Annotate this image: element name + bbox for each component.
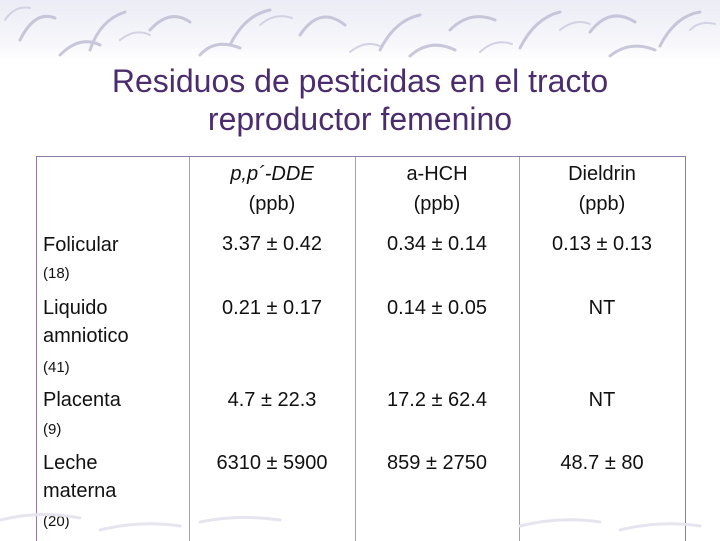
row-label-leche-line2: materna [43, 480, 117, 502]
table-cell: NT [588, 297, 616, 319]
row-count-leche: (20) [43, 513, 70, 530]
title-line-2: reproductor femenino [207, 101, 513, 137]
header-hch: a-HCH (ppb) [355, 159, 519, 219]
title-line-1: Residuos de pesticidas en el tracto [111, 63, 609, 99]
table-cell: 0.13 ± 0.13 [552, 233, 652, 255]
table-cell: 0.21 ± 0.17 [222, 297, 322, 319]
header-dde: p,p´-DDE (ppb) [189, 159, 355, 219]
column-divider [519, 157, 520, 541]
table-cell: 0.14 ± 0.05 [387, 297, 487, 319]
header-dieldrin-name: Dieldrin [568, 163, 636, 185]
header-dde-name: p,p´-DDE [230, 163, 314, 185]
table-cell: 48.7 ± 80 [560, 452, 644, 474]
table-cell: NT [588, 389, 616, 411]
header-hch-unit: (ppb) [413, 193, 461, 215]
table-cell: 859 ± 2750 [387, 452, 487, 474]
row-label-placenta: Placenta [43, 389, 121, 411]
row-label-liquido: Liquido amniotico [43, 294, 129, 350]
table-cell: 3.37 ± 0.42 [222, 233, 322, 255]
decorative-banner [0, 0, 720, 60]
row-count-placenta: (9) [43, 421, 62, 438]
header-dde-unit: (ppb) [248, 193, 296, 215]
row-count-liquido: (41) [43, 359, 70, 376]
header-dieldrin-unit: (ppb) [578, 193, 626, 215]
row-label-folicular: Folicular [43, 234, 119, 256]
column-divider [355, 157, 356, 541]
table-cell: 17.2 ± 62.4 [387, 389, 487, 411]
pesticide-residue-table: p,p´-DDE (ppb) a-HCH (ppb) Dieldrin (ppb… [36, 156, 686, 541]
page-title: Residuos de pesticidas en el tracto repr… [0, 62, 720, 138]
table-cell: 6310 ± 5900 [216, 452, 328, 474]
row-label-leche-line1: Leche [43, 452, 98, 474]
row-label-liquido-line1: Liquido [43, 297, 108, 319]
header-hch-name: a-HCH [406, 163, 468, 185]
table-cell: 0.34 ± 0.14 [387, 233, 487, 255]
row-label-leche: Leche materna [43, 449, 116, 505]
table-cell: 4.7 ± 22.3 [227, 389, 317, 411]
banner-swirls-graphic [4, 6, 716, 58]
header-dieldrin: Dieldrin (ppb) [519, 159, 685, 219]
row-count-folicular: (18) [43, 265, 70, 282]
column-divider [189, 157, 190, 541]
row-label-liquido-line2: amniotico [43, 325, 129, 347]
